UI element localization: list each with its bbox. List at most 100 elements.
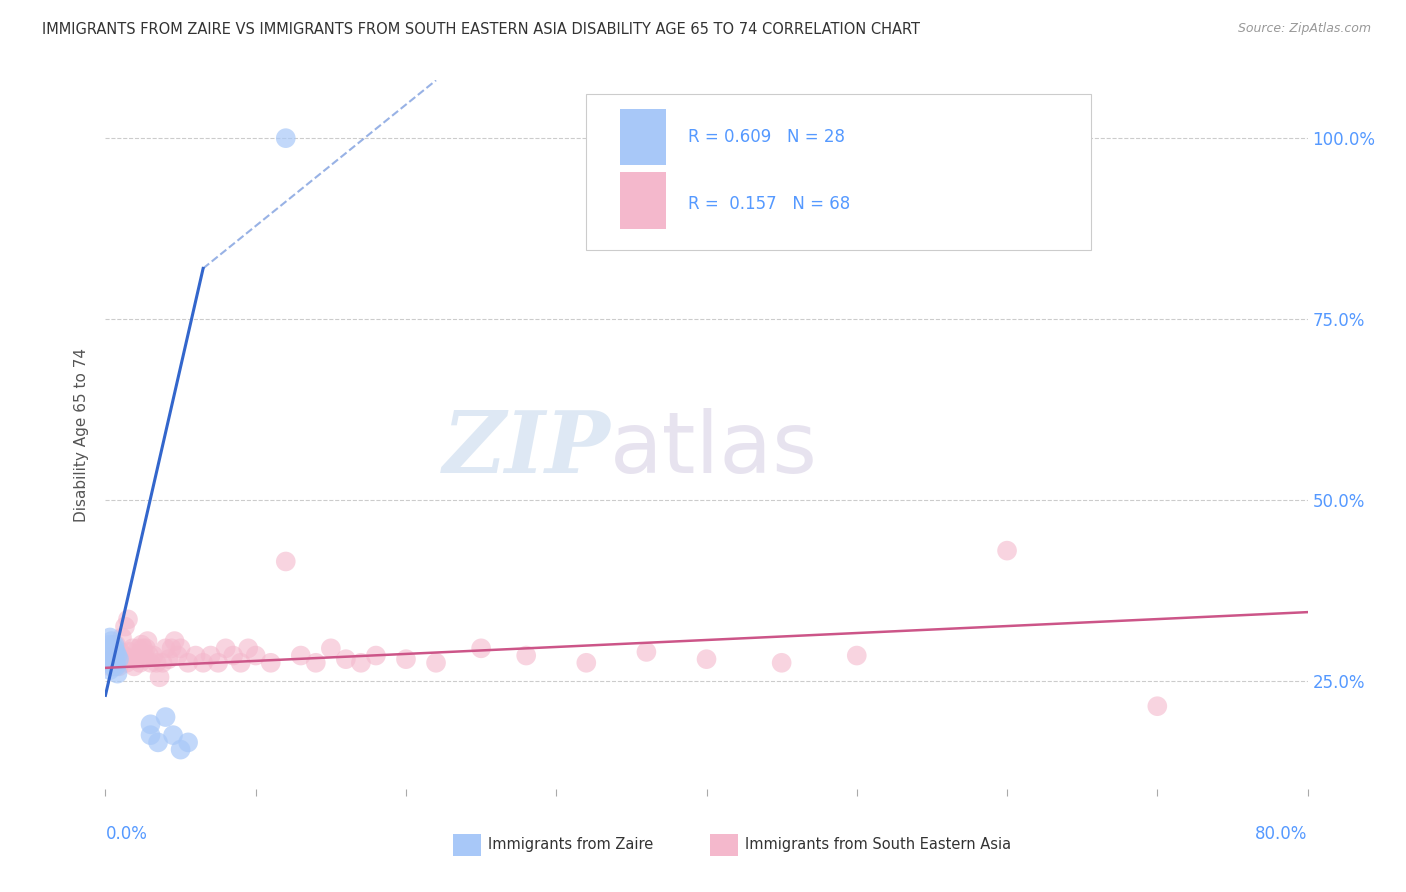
- Point: [148, 670, 170, 684]
- Point: [120, 652, 142, 666]
- Point: [470, 641, 492, 656]
- Point: [274, 131, 297, 145]
- Text: Immigrants from South Eastern Asia: Immigrants from South Eastern Asia: [745, 838, 1011, 852]
- Point: [245, 648, 267, 663]
- Point: [845, 648, 868, 663]
- Point: [575, 656, 598, 670]
- Point: [169, 742, 191, 756]
- Point: [107, 648, 129, 663]
- Point: [207, 656, 229, 670]
- Text: 80.0%: 80.0%: [1256, 825, 1308, 843]
- Point: [122, 659, 145, 673]
- Point: [136, 634, 159, 648]
- Point: [121, 641, 143, 656]
- Point: [425, 656, 447, 670]
- Point: [395, 652, 418, 666]
- Point: [101, 659, 124, 673]
- Point: [98, 631, 121, 645]
- Point: [125, 648, 148, 663]
- Point: [229, 656, 252, 670]
- Point: [200, 648, 222, 663]
- Point: [138, 648, 160, 663]
- Point: [103, 641, 125, 656]
- Point: [97, 656, 120, 670]
- Point: [139, 728, 162, 742]
- Point: [319, 641, 342, 656]
- Point: [104, 645, 127, 659]
- Point: [107, 666, 129, 681]
- Point: [139, 717, 162, 731]
- Point: [160, 641, 183, 656]
- Point: [214, 641, 236, 656]
- Text: IMMIGRANTS FROM ZAIRE VS IMMIGRANTS FROM SOUTH EASTERN ASIA DISABILITY AGE 65 TO: IMMIGRANTS FROM ZAIRE VS IMMIGRANTS FROM…: [42, 22, 920, 37]
- Text: R =  0.157   N = 68: R = 0.157 N = 68: [689, 195, 851, 213]
- Point: [108, 659, 131, 673]
- Point: [290, 648, 312, 663]
- Point: [100, 652, 122, 666]
- Point: [112, 648, 135, 663]
- Point: [222, 648, 245, 663]
- Point: [100, 634, 122, 648]
- FancyBboxPatch shape: [620, 109, 665, 165]
- Point: [104, 659, 127, 673]
- Point: [117, 612, 139, 626]
- Point: [107, 648, 129, 663]
- Point: [115, 656, 138, 670]
- Point: [110, 645, 132, 659]
- Point: [1146, 699, 1168, 714]
- Point: [111, 631, 134, 645]
- Text: 0.0%: 0.0%: [105, 825, 148, 843]
- Point: [135, 641, 157, 656]
- Point: [98, 648, 121, 663]
- Point: [146, 735, 169, 749]
- Text: ZIP: ZIP: [443, 408, 610, 491]
- Point: [636, 645, 658, 659]
- Point: [995, 543, 1018, 558]
- Point: [101, 648, 124, 663]
- Point: [177, 735, 200, 749]
- Point: [97, 641, 120, 656]
- Point: [100, 656, 122, 670]
- Point: [191, 656, 214, 670]
- Point: [177, 656, 200, 670]
- Point: [129, 656, 152, 670]
- Point: [166, 648, 188, 663]
- Point: [274, 554, 297, 568]
- Point: [142, 648, 165, 663]
- Point: [131, 638, 153, 652]
- Point: [515, 648, 537, 663]
- Point: [98, 659, 121, 673]
- Point: [364, 648, 387, 663]
- Point: [103, 656, 125, 670]
- Text: atlas: atlas: [610, 408, 818, 491]
- Point: [114, 619, 136, 633]
- Point: [103, 652, 125, 666]
- Point: [139, 656, 162, 670]
- Point: [128, 641, 150, 656]
- Point: [118, 645, 141, 659]
- Point: [98, 663, 121, 677]
- Point: [145, 656, 167, 670]
- Point: [169, 641, 191, 656]
- Point: [104, 638, 127, 652]
- Point: [103, 638, 125, 652]
- FancyBboxPatch shape: [586, 95, 1091, 251]
- Point: [157, 652, 180, 666]
- Point: [696, 652, 718, 666]
- Point: [132, 641, 155, 656]
- Point: [163, 634, 186, 648]
- Point: [155, 641, 177, 656]
- Point: [124, 652, 146, 666]
- Point: [155, 710, 177, 724]
- Point: [101, 648, 124, 663]
- Point: [108, 652, 131, 666]
- Point: [152, 656, 174, 670]
- Point: [134, 648, 156, 663]
- Y-axis label: Disability Age 65 to 74: Disability Age 65 to 74: [75, 348, 90, 522]
- Point: [350, 656, 373, 670]
- Text: Source: ZipAtlas.com: Source: ZipAtlas.com: [1237, 22, 1371, 36]
- Point: [305, 656, 328, 670]
- Point: [101, 659, 124, 673]
- Text: Immigrants from Zaire: Immigrants from Zaire: [488, 838, 654, 852]
- Point: [260, 656, 283, 670]
